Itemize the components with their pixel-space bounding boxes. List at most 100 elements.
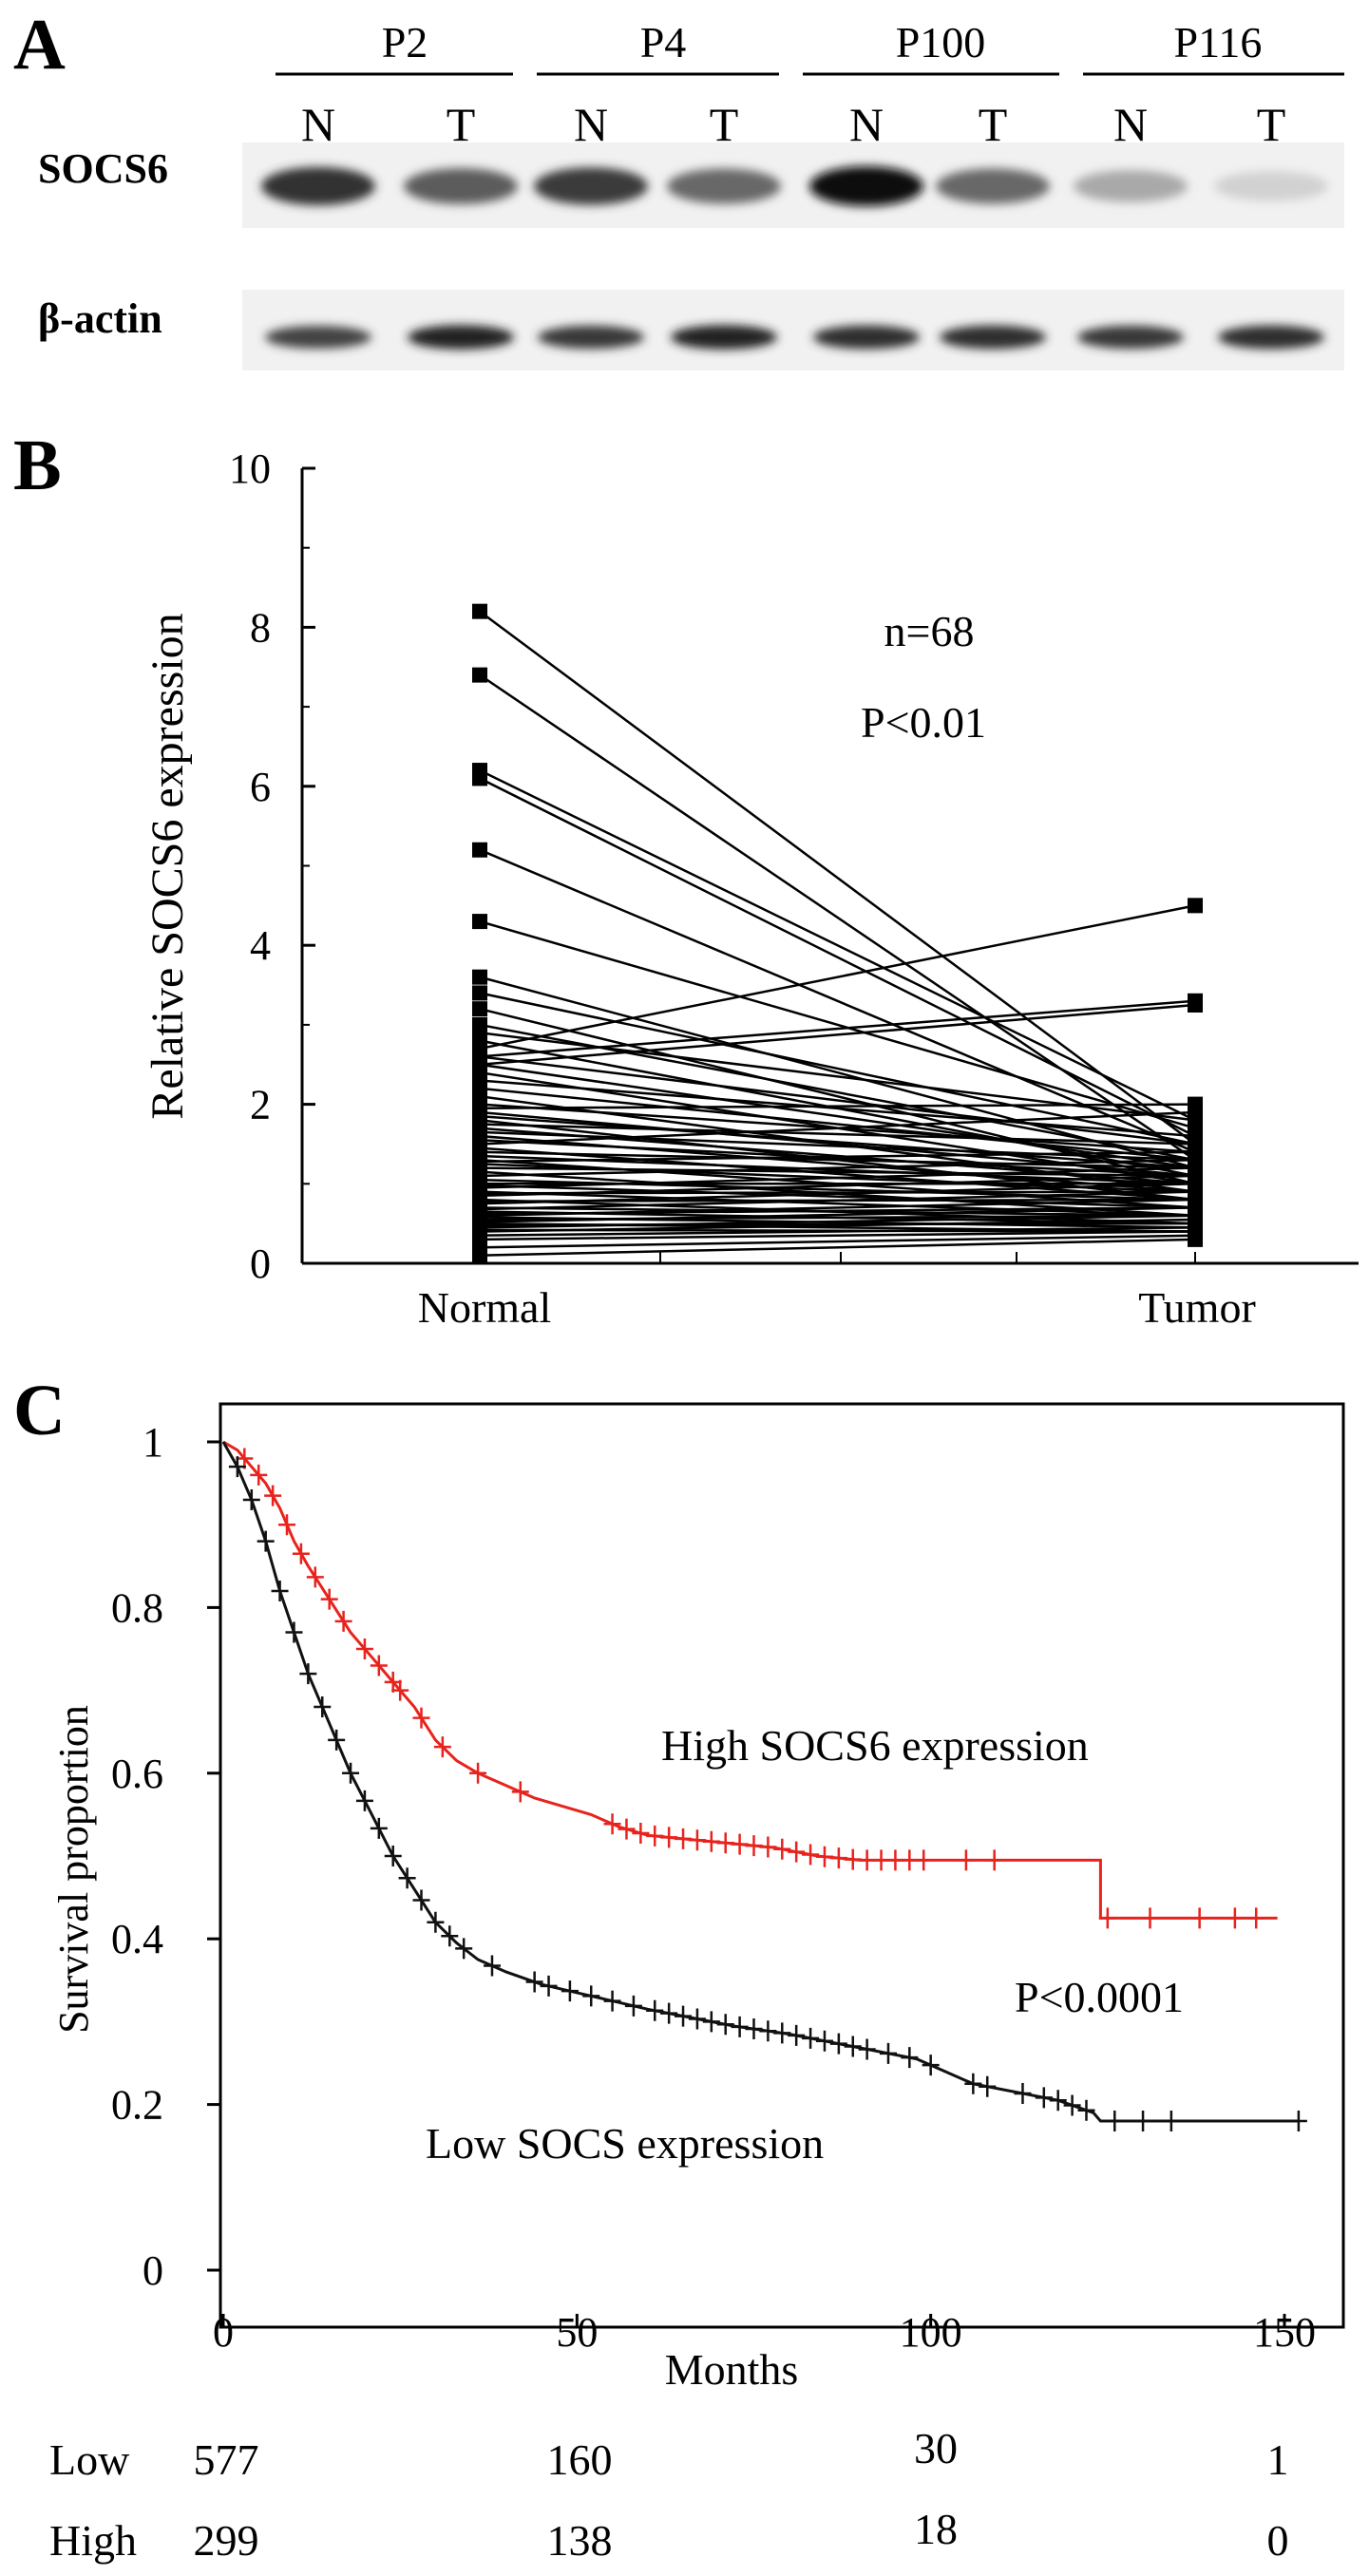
socs6-band [1074,170,1188,202]
socs6-band [261,166,375,206]
paired-line [479,1234,1196,1249]
low-expression-censor-mark [858,2038,876,2060]
high-expression-censor-mark [236,1448,254,1469]
lane-label: N [849,98,884,151]
lane-label: N [1113,98,1148,151]
low-expression-censor-mark [815,2030,833,2052]
actin-band [408,325,514,350]
axis-ticks: 0 0.2 0.4 0.6 0.8 1 0 50 100 150 [111,1419,1316,2356]
actin-band [265,326,371,349]
high-expression-censor-mark [412,1707,430,1729]
high-expression-censor-mark [278,1514,296,1536]
low-expression-censor-mark [384,1846,402,1866]
x-tick-label: 50 [556,2309,598,2356]
normal-point [472,842,487,858]
paired-points [472,603,1203,1263]
paired-line [479,1150,1196,1169]
low-expression-censor-mark [979,2075,997,2097]
paired-line [479,1184,1196,1209]
low-expression-censor-mark [788,2024,806,2046]
x-axis-label: Months [665,2345,799,2394]
y-tick-label: 10 [229,445,271,492]
lane-label: T [710,98,739,151]
tumor-point [1188,898,1203,914]
low-expression-censor-mark [964,2073,982,2094]
patient-label: P116 [1174,18,1263,66]
x-tick-label: 0 [213,2309,234,2356]
low-expression-censor-mark [441,1925,459,1947]
y-tick-label: 8 [250,604,271,651]
survival-curves [221,1440,1307,2132]
paired-line [479,1158,1196,1178]
high-expression-censor-mark [632,1823,650,1845]
low-expression-censor-mark [285,1621,303,1643]
paired-line [479,1150,1196,1164]
y-tick-label: 0.2 [111,2082,163,2129]
high-expression-censor-mark [957,1849,975,1871]
high-expression-censor-mark [264,1485,282,1506]
low-expression-censor-mark [1014,2082,1032,2104]
paired-line [479,610,1196,1146]
actin-band [1218,325,1324,350]
low-expression-censor-mark [257,1530,275,1552]
high-expression-censor-mark [759,1836,777,1858]
high-expression-censor-mark [731,1833,749,1855]
p-value-label: P<0.0001 [1015,1973,1184,2021]
actin-band [940,325,1046,350]
high-expression-censor-mark [829,1847,847,1869]
paired-line [479,673,1196,1162]
low-expression-censor-mark [624,1995,642,2017]
high-expression-censor-mark [646,1825,664,1847]
socs6-band [534,167,648,205]
high-expression-censor-mark [511,1781,529,1803]
paired-line [479,1238,1196,1257]
high-expression-censor-mark [802,1844,820,1866]
paired-line [479,1087,1196,1162]
high-expression-censor-mark [433,1736,451,1758]
normal-point [472,969,487,985]
tumor-point [1188,1231,1203,1247]
risk-table: Low 577 160 30 1 High 299 138 18 0 [49,2424,1289,2565]
paired-line [479,1226,1196,1237]
y-tick-label: 0 [250,1241,271,1287]
patient-label: P4 [640,18,687,66]
low-expression-censor-mark [271,1580,289,1601]
risk-count: 18 [914,2505,958,2553]
sample-size-annotation: n=68 [884,607,975,655]
high-expression-censor-mark [985,1849,1003,1871]
blot-actin-background [242,290,1344,370]
low-expression-censor-mark [1077,2099,1095,2121]
actin-band [813,325,920,350]
risk-count: 138 [547,2516,613,2565]
normal-point [472,985,487,1001]
paired-line [479,904,1196,1051]
paired-line [479,1190,1196,1211]
tumor-point [1188,996,1203,1013]
paired-line [479,1218,1196,1233]
lane-label: N [301,98,335,151]
low-expression-censor-mark [745,2018,763,2040]
y-tick-label: 0.6 [111,1751,163,1797]
paired-line [479,919,1196,1129]
high-expression-censor-mark [384,1671,402,1693]
low-expression-censor-mark [1289,2111,1307,2132]
paired-line [479,1198,1196,1218]
risk-count: 299 [194,2516,259,2565]
low-expression-censor-mark [675,2005,693,2027]
x-tick-label: 150 [1253,2309,1316,2356]
y-tick-label: 0.8 [111,1584,163,1631]
paired-line [479,1214,1196,1229]
high-expression-censor-mark [815,1846,833,1867]
paired-line [479,992,1196,1146]
low-expression-label: Low SOCS expression [426,2119,824,2168]
low-expression-censor-mark [540,1975,558,1997]
high-expression-censor-mark [660,1827,678,1848]
paired-line [479,1139,1196,1178]
low-expression-censor-mark [1035,2087,1053,2109]
paired-line [479,1206,1196,1223]
low-expression-censor-mark [844,2036,862,2057]
normal-point [472,1247,487,1263]
low-expression-censor-mark [603,1990,621,2012]
low-expression-censor-mark [314,1696,332,1718]
high-expression-censor-mark [334,1610,352,1632]
